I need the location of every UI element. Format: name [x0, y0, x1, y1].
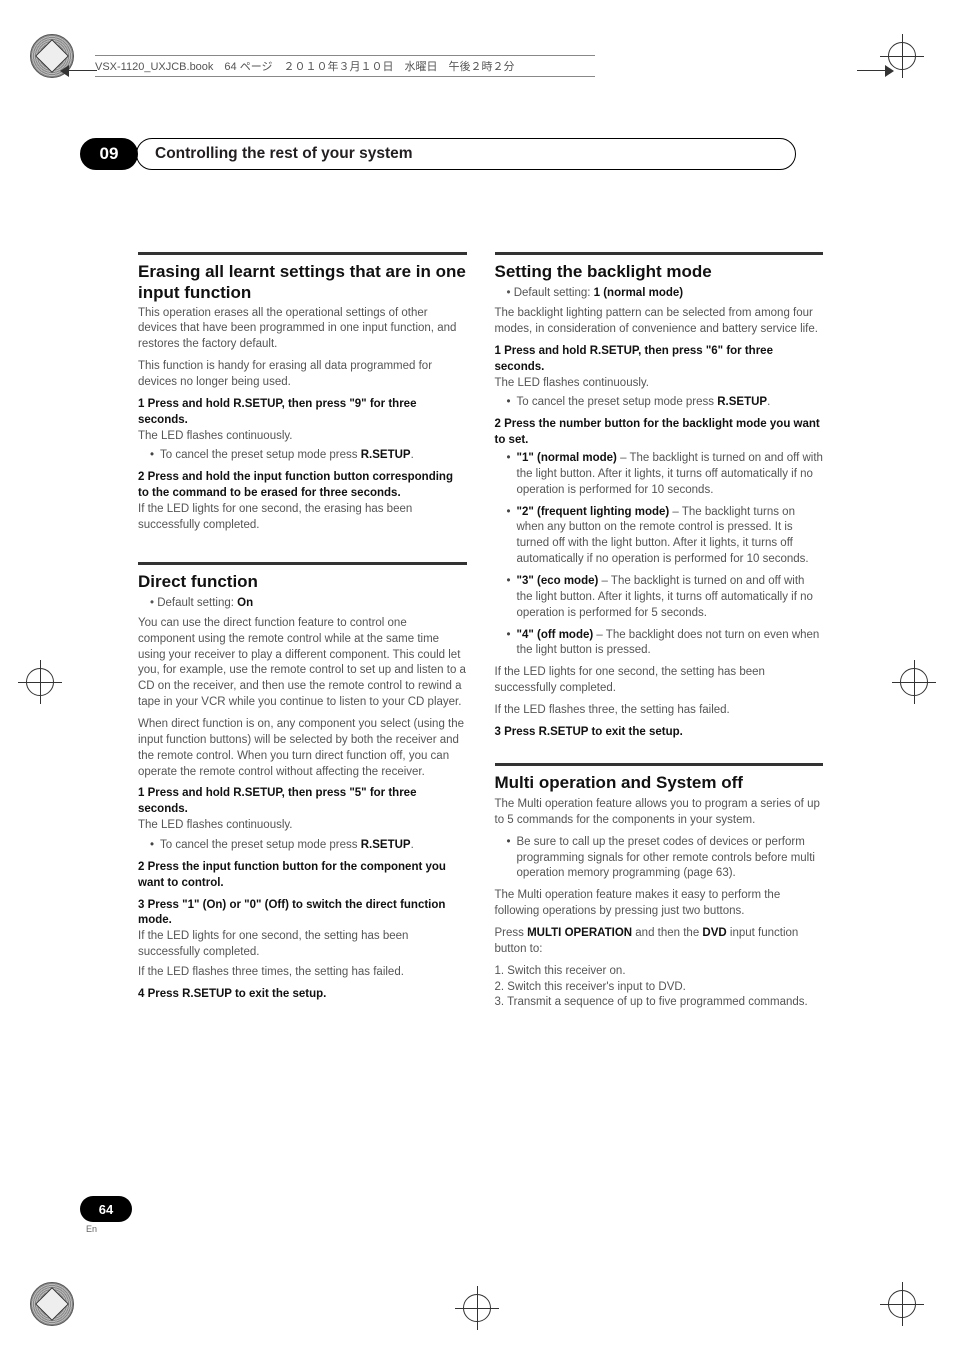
step-heading: 1 Press and hold R.SETUP, then press "5"… [138, 786, 467, 818]
text-span: "3" (eco mode) [517, 575, 599, 587]
bullet-list: To cancel the preset setup mode press R.… [150, 448, 467, 464]
body-text: The Multi operation feature allows you t… [495, 797, 824, 829]
text-span: R.SETUP [361, 839, 411, 851]
list-item: To cancel the preset setup mode press R.… [507, 395, 824, 411]
content-area: Erasing all learnt settings that are in … [138, 252, 823, 1011]
body-text: You can use the direct function feature … [138, 616, 467, 711]
text-span: and then the [632, 927, 702, 939]
body-text: Press MULTI OPERATION and then the DVD i… [495, 926, 824, 958]
step-heading: 2 Press the input function button for th… [138, 860, 467, 892]
list-item: "1" (normal mode) – The backlight is tur… [507, 451, 824, 499]
text-span: . [767, 396, 770, 408]
bullet-list: Be sure to call up the preset codes of d… [507, 835, 824, 883]
bullet-list: To cancel the preset setup mode press R.… [507, 395, 824, 411]
page-number-tab: 64 [80, 1196, 132, 1222]
numbered-item: 1. Switch this receiver on. [495, 964, 824, 980]
list-item: "3" (eco mode) – The backlight is turned… [507, 574, 824, 622]
default-setting-row: • Default setting: 1 (normal mode) [507, 286, 824, 302]
section-heading: Direct function [138, 571, 467, 592]
body-text: The Multi operation feature makes it eas… [495, 888, 824, 920]
text-span: . [411, 449, 414, 461]
body-text: If the LED flashes three times, the sett… [138, 965, 467, 981]
body-text: The backlight lighting pattern can be se… [495, 306, 824, 338]
body-text: The LED flashes continuously. [495, 376, 824, 392]
body-text: If the LED flashes three, the setting ha… [495, 703, 824, 719]
numbered-item: 3. Transmit a sequence of up to five pro… [495, 995, 824, 1011]
text-span: • Default setting: [150, 597, 237, 609]
page-language: En [86, 1224, 97, 1234]
cross-mark-mr [892, 660, 936, 704]
text-span: To cancel the preset setup mode press [517, 396, 718, 408]
step-heading: 3 Press R.SETUP to exit the setup. [495, 725, 824, 741]
text-span: "2" (frequent lighting mode) [517, 506, 670, 518]
chapter-title-pill: Controlling the rest of your system [136, 138, 796, 170]
default-setting-row: • Default setting: On [150, 596, 467, 612]
text-span: "1" (normal mode) [517, 452, 617, 464]
body-text: This operation erases all the operationa… [138, 306, 467, 354]
cross-mark-br [880, 1282, 924, 1326]
text-span: To cancel the preset setup mode press [160, 449, 361, 461]
text-span: R.SETUP [361, 449, 411, 461]
text-span: • Default setting: [507, 287, 594, 299]
step-heading: 2 Press and hold the input function butt… [138, 470, 467, 502]
section-heading: Multi operation and System off [495, 772, 824, 793]
section-heading: Erasing all learnt settings that are in … [138, 261, 467, 304]
cross-mark-ml [18, 660, 62, 704]
text-span: 1 (normal mode) [594, 287, 683, 299]
step-heading: 4 Press R.SETUP to exit the setup. [138, 987, 467, 1003]
step-heading: 1 Press and hold R.SETUP, then press "9"… [138, 397, 467, 429]
list-item: "2" (frequent lighting mode) – The backl… [507, 505, 824, 568]
bullet-list: "1" (normal mode) – The backlight is tur… [507, 451, 824, 659]
header-filename: VSX-1120_UXJCB.book 64 ページ ２０１０年３月１０日 水曜… [95, 55, 595, 77]
body-text: When direct function is on, any componen… [138, 717, 467, 780]
body-text: If the LED lights for one second, the se… [138, 929, 467, 961]
right-column: Setting the backlight mode • Default set… [495, 252, 824, 1011]
arrow-left-icon [60, 62, 97, 80]
text-span: DVD [702, 927, 726, 939]
body-text: The LED flashes continuously. [138, 429, 467, 445]
chapter-number-tab: 09 [80, 138, 138, 170]
numbered-item: 2. Switch this receiver's input to DVD. [495, 980, 824, 996]
text-span: . [411, 839, 414, 851]
section-rule [138, 252, 467, 255]
list-item: Be sure to call up the preset codes of d… [507, 835, 824, 883]
left-column: Erasing all learnt settings that are in … [138, 252, 467, 1011]
text-span: Press [495, 927, 528, 939]
section-rule [495, 252, 824, 255]
body-text: If the LED lights for one second, the er… [138, 502, 467, 534]
body-text: This function is handy for erasing all d… [138, 359, 467, 391]
print-mark-bl [30, 1282, 74, 1326]
body-text: If the LED lights for one second, the se… [495, 665, 824, 697]
text-span: To cancel the preset setup mode press [160, 839, 361, 851]
cross-mark-bm [455, 1286, 499, 1330]
body-text: The LED flashes continuously. [138, 818, 467, 834]
list-item: To cancel the preset setup mode press R.… [150, 838, 467, 854]
text-span: MULTI OPERATION [527, 927, 632, 939]
step-heading: 3 Press "1" (On) or "0" (Off) to switch … [138, 898, 467, 930]
section-rule [138, 562, 467, 565]
section-rule [495, 763, 824, 766]
bullet-list: To cancel the preset setup mode press R.… [150, 838, 467, 854]
arrow-right-icon [857, 62, 894, 80]
section-heading: Setting the backlight mode [495, 261, 824, 282]
step-heading: 2 Press the number button for the backli… [495, 417, 824, 449]
list-item: To cancel the preset setup mode press R.… [150, 448, 467, 464]
list-item: "4" (off mode) – The backlight does not … [507, 628, 824, 660]
text-span: "4" (off mode) [517, 629, 594, 641]
text-span: R.SETUP [717, 396, 767, 408]
text-span: On [237, 597, 253, 609]
step-heading: 1 Press and hold R.SETUP, then press "6"… [495, 344, 824, 376]
chapter-title: Controlling the rest of your system [155, 145, 413, 163]
